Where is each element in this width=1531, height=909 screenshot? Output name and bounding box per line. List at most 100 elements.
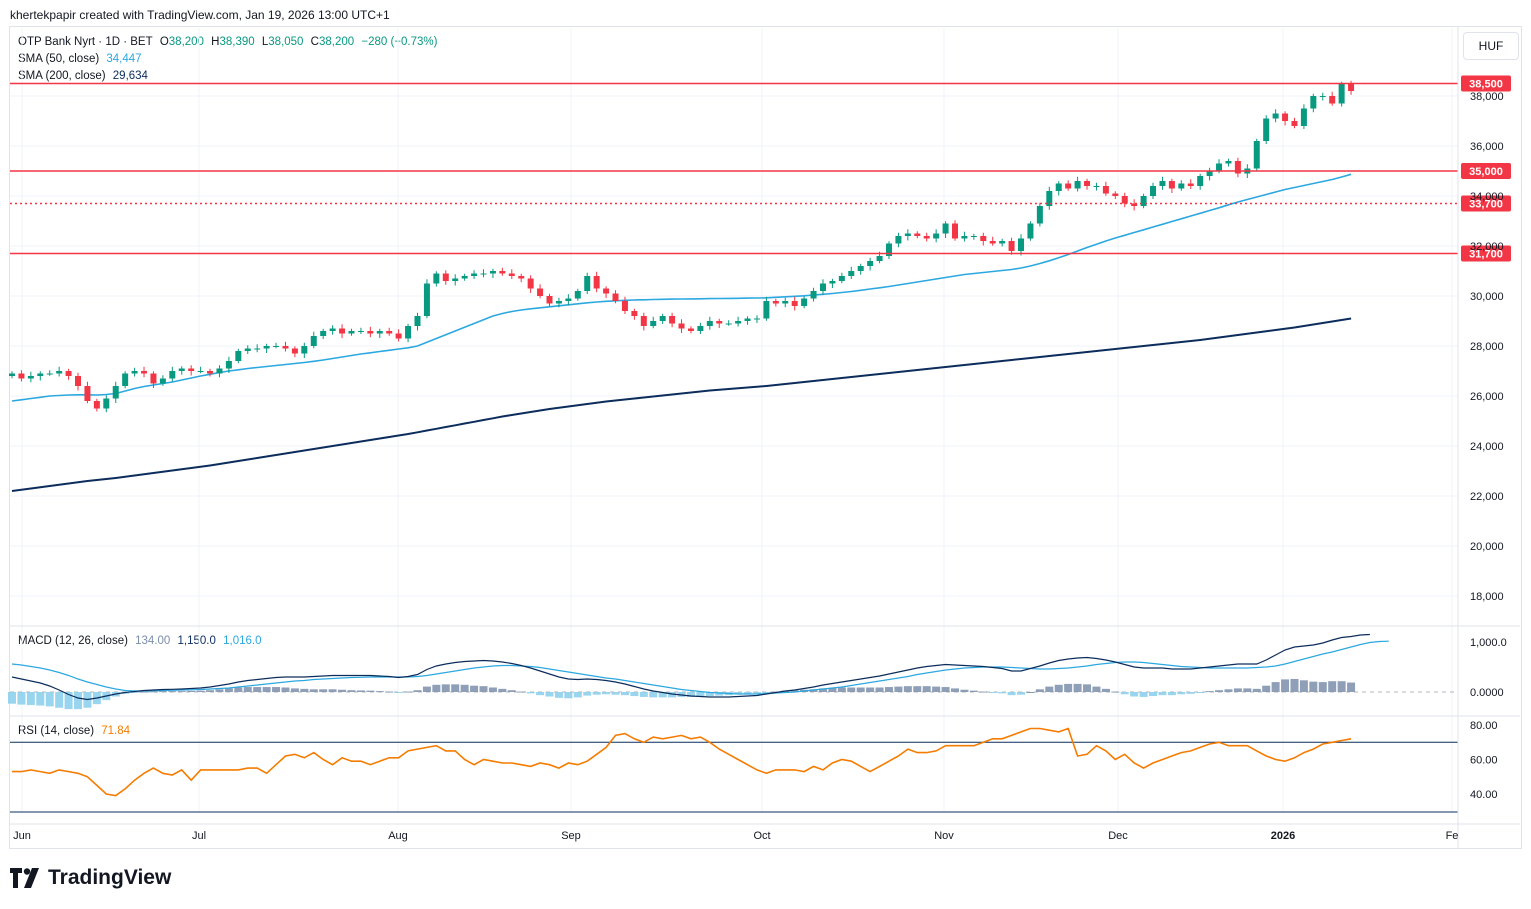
macd-histogram-bar: [894, 686, 903, 692]
macd-histogram-bar: [668, 692, 677, 698]
macd-histogram-bar: [1186, 692, 1195, 694]
candle-body: [527, 278, 534, 289]
candle-body: [244, 348, 251, 351]
candle-body: [876, 256, 883, 261]
open-value: 38,200: [168, 36, 204, 48]
candle-body: [989, 241, 996, 244]
level-label: 35,000: [1469, 166, 1503, 178]
sma200-legend[interactable]: SMA (200, close) 29,634: [18, 70, 152, 82]
macd-histogram-bar: [319, 689, 328, 692]
candle-body: [678, 323, 685, 329]
candle-body: [1272, 113, 1279, 119]
candle-body: [1310, 96, 1317, 109]
macd-histogram-bar: [536, 692, 545, 696]
macd-histogram-bar: [375, 691, 384, 693]
candle-body: [499, 271, 506, 274]
time-tick-label: Fe: [1446, 830, 1459, 842]
candle-body: [1263, 118, 1270, 141]
o-label: O: [159, 36, 169, 48]
macd-histogram-bar: [1196, 692, 1205, 693]
candle-body: [1178, 183, 1185, 189]
tradingview-logo[interactable]: TradingView: [10, 866, 171, 890]
level-label: 33,700: [1469, 199, 1503, 211]
candle-body: [367, 331, 374, 334]
candle-body: [178, 368, 185, 371]
sma50-value: 34,447: [106, 53, 142, 65]
h-label: H: [211, 36, 220, 48]
macd-histogram-bar: [969, 690, 978, 692]
macd-histogram-bar: [630, 692, 639, 697]
currency-button[interactable]: HUF: [1463, 32, 1519, 60]
rsi-legend[interactable]: RSI (14, close) 71.84: [18, 725, 134, 737]
macd-histogram-bar: [1101, 688, 1110, 692]
macd-histogram-bar: [649, 692, 658, 698]
candle-body: [65, 371, 72, 376]
macd-histogram-bar: [1167, 692, 1176, 696]
macd-histogram-bar: [875, 687, 884, 692]
macd-legend[interactable]: MACD (12, 26, close) 134.00 1,150.0 1,01…: [18, 635, 265, 647]
candle-body: [225, 361, 232, 369]
candle-body: [640, 316, 647, 326]
macd-histogram-bar: [187, 690, 196, 692]
attribution: khertekpapir created with TradingView.co…: [10, 8, 390, 22]
macd-histogram-bar: [686, 692, 695, 697]
price-tick-label: 36,000: [1470, 141, 1504, 153]
macd-histogram-bar: [639, 692, 648, 697]
close-value: 38,200: [318, 36, 355, 48]
rsi-tick-label: 40.00: [1470, 789, 1498, 801]
sma200-polyline: [11, 317, 1352, 492]
time-tick-label: 2026: [1271, 830, 1295, 842]
price-tick-label: 28,000: [1470, 341, 1504, 353]
macd-histogram-bar: [1309, 681, 1318, 692]
high-value: 38,390: [219, 36, 255, 48]
candle-body: [555, 301, 562, 304]
symbol-label[interactable]: OTP Bank Nyrt · 1D · BET: [18, 36, 153, 48]
candle-body: [1112, 193, 1119, 196]
macd-histogram-bar: [818, 688, 827, 692]
macd-histogram-bar: [866, 687, 875, 692]
horizontal-levels: 38,500 35,000 33,700 31,700: [10, 75, 1511, 262]
rsi-line: [12, 727, 1352, 797]
candle-body: [329, 328, 336, 331]
macd-histogram-bar: [470, 685, 479, 692]
candle-body: [697, 326, 704, 331]
candle-body: [1319, 96, 1326, 97]
candle-body: [442, 273, 449, 281]
candle-body: [867, 261, 874, 266]
candle-body: [376, 331, 383, 334]
sma50-legend[interactable]: SMA (50, close) 34,447: [18, 53, 146, 65]
macd-histogram-bar: [1177, 692, 1186, 695]
rsi-tick-label: 80.00: [1470, 720, 1498, 732]
candle-body: [1150, 186, 1157, 196]
candle-body: [235, 351, 242, 361]
macd-histogram-bar: [1205, 691, 1214, 693]
macd-histogram-bar: [441, 684, 450, 692]
macd-histogram-bar: [243, 687, 252, 692]
level-tag: [1461, 163, 1511, 179]
macd-histogram-bar: [1007, 692, 1016, 696]
candle-body: [75, 376, 82, 386]
macd-histogram-bar: [290, 688, 299, 692]
macd-histogram-bar: [1243, 688, 1252, 692]
sma200-label: SMA (200, close): [18, 70, 106, 82]
candle-body: [801, 298, 808, 306]
candle-body: [1102, 186, 1109, 194]
time-tick-label: Jul: [192, 830, 206, 842]
macd-line: [11, 633, 1370, 701]
time-tick-label: Nov: [934, 830, 954, 842]
macd-histogram-bar: [8, 692, 16, 704]
level-label: 31,700: [1469, 249, 1503, 261]
macd-histogram-bar: [300, 688, 309, 692]
rsi-value: 71.84: [101, 725, 131, 737]
candle-body: [159, 378, 166, 384]
macd-histogram-bar: [1111, 691, 1120, 693]
candle-body: [810, 291, 817, 299]
macd-histogram-bar: [554, 692, 563, 698]
time-tick-label: Sep: [561, 830, 581, 842]
macd-histogram-bar: [1158, 692, 1167, 696]
candle-body: [169, 371, 176, 379]
macd-histogram-bar: [1045, 686, 1054, 692]
macd-histogram-bar: [45, 692, 54, 707]
macd-histogram-bar: [1139, 692, 1148, 697]
